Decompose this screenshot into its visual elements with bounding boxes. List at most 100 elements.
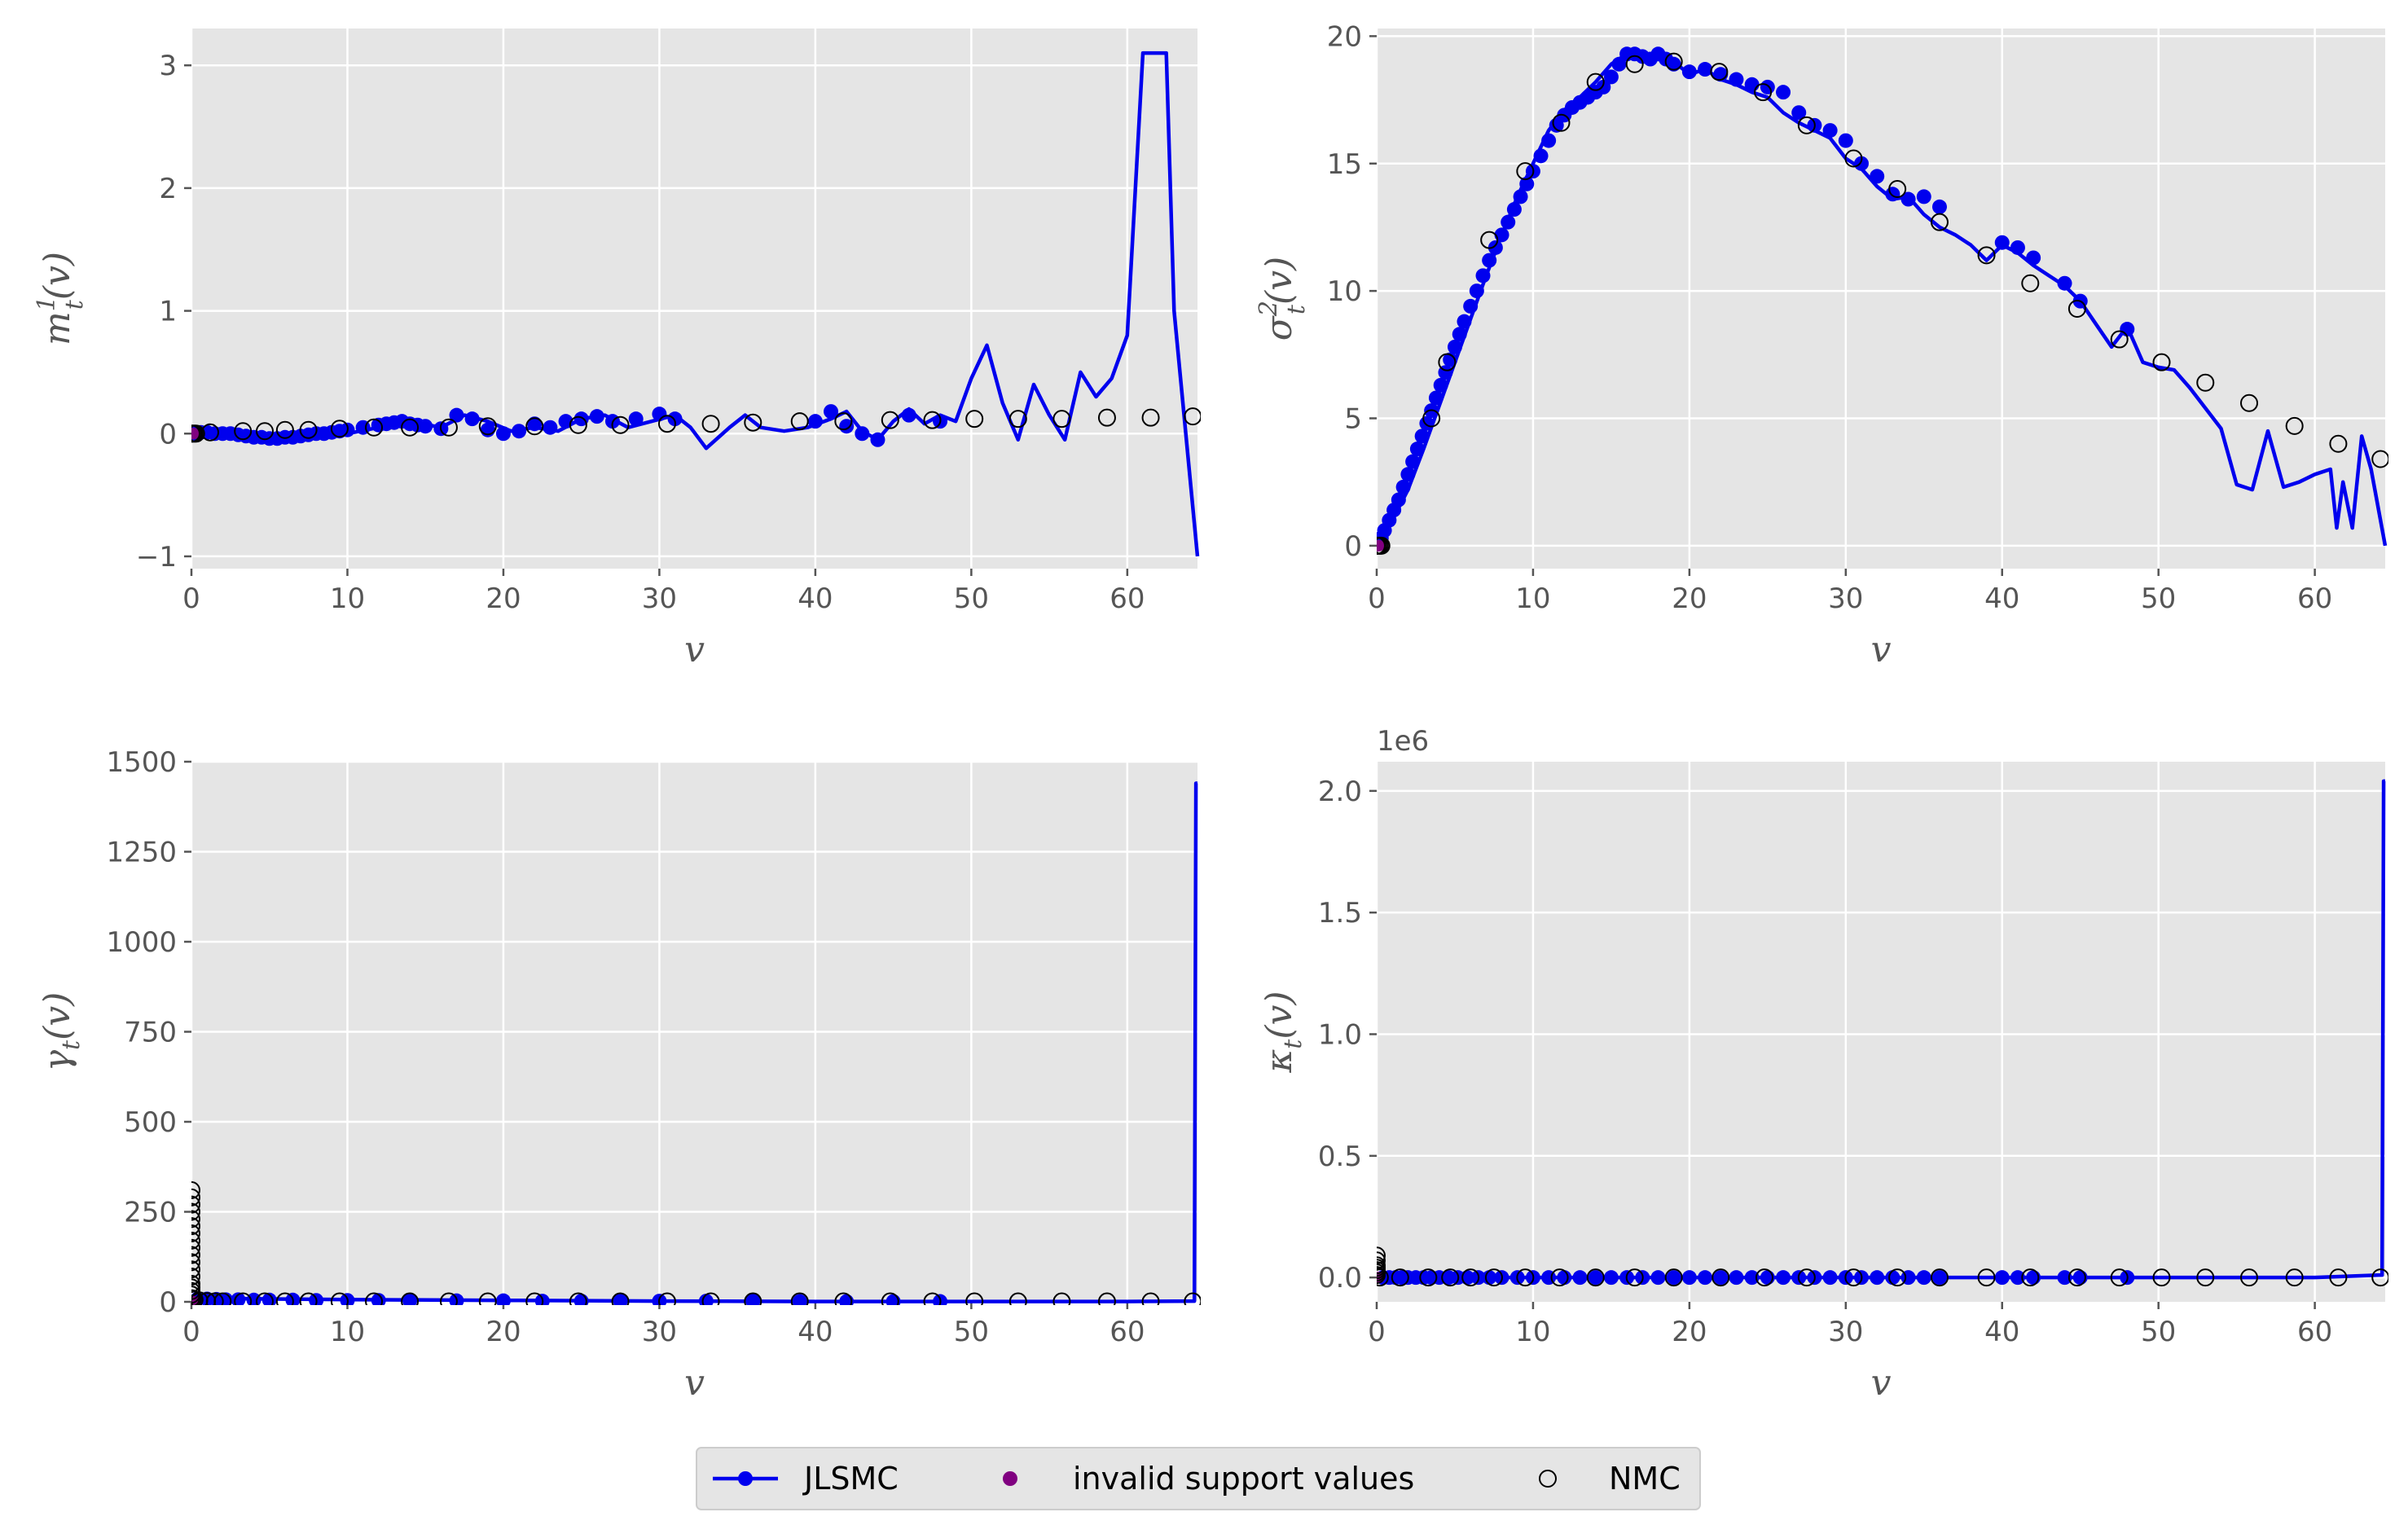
nmc-point (834, 1292, 853, 1305)
jlsmc-marker (628, 411, 644, 427)
jlsmc-marker (402, 1293, 418, 1305)
nmc-point (1625, 55, 1644, 73)
nmc-point (191, 424, 205, 443)
y-tick-label: 250 (124, 1197, 177, 1229)
nmc-point (191, 1290, 204, 1305)
jlsmc-marker (218, 1292, 234, 1305)
jlsmc-marker (1482, 1270, 1497, 1286)
x-tick-label: 10 (330, 1316, 365, 1348)
nmc-point (1422, 409, 1441, 428)
x-tick-label: 20 (486, 1316, 521, 1348)
jlsmc-marker (1931, 199, 1947, 214)
jlsmc-marker (1463, 298, 1479, 314)
nmc-point (478, 417, 497, 436)
nmc-point (1664, 1268, 1683, 1287)
nmc-point (255, 1292, 274, 1305)
plot-area (191, 29, 1197, 569)
nmc-point (191, 1260, 200, 1279)
nmc-point (330, 420, 349, 438)
y-tick-label: 1500 (106, 746, 177, 779)
y-axis-label: κt(v) (1259, 991, 1307, 1073)
nmc-point (744, 413, 762, 432)
jlsmc-marker (1900, 191, 1916, 207)
nmc-point (1461, 1268, 1480, 1287)
plot-marks (1377, 779, 2388, 1287)
jlsmc-marker (1776, 85, 1791, 100)
x-tick-label: 50 (2141, 582, 2176, 615)
jlsmc-marker (1698, 1270, 1713, 1286)
jlsmc-marker (1994, 235, 2010, 250)
jlsmc-marker (1519, 176, 1535, 191)
nmc-point (401, 1292, 420, 1305)
jlsmc-marker (1885, 1270, 1900, 1286)
nmc-point (1930, 1268, 1949, 1287)
nmc-point (1052, 1292, 1071, 1305)
jlsmc-marker (1447, 339, 1462, 354)
jlsmc-marker (1870, 169, 1885, 184)
jlsmc-marker (667, 411, 683, 427)
nmc-point (330, 1292, 349, 1305)
jlsmc-marker (792, 1294, 807, 1305)
jlsmc-marker (1729, 1270, 1744, 1286)
nmc-point (1480, 231, 1499, 249)
nmc-point (1377, 536, 1391, 555)
jlsmc-marker (824, 404, 839, 420)
invalid-support-point (191, 428, 200, 440)
y-axis-label: σ2t(v) (1255, 257, 1311, 341)
nmc-point (525, 1292, 544, 1305)
nmc-point (1586, 73, 1605, 91)
nmc-point (881, 1292, 899, 1305)
jlsmc-marker (1760, 79, 1775, 95)
y-tick-label: 20 (1327, 20, 1362, 53)
jlsmc-marker (589, 409, 604, 424)
nmc-point (1377, 1268, 1389, 1287)
nmc-point (1797, 1268, 1816, 1287)
nmc-point (790, 1292, 809, 1305)
y-axis-label: γt(v) (37, 992, 86, 1072)
x-tick-label: 40 (798, 582, 833, 615)
legend-jlsmc-marker (738, 1471, 753, 1486)
nmc-point (790, 412, 809, 431)
x-axis-label: v (684, 629, 705, 670)
jlsmc-marker (1433, 377, 1448, 393)
nmc-point (701, 415, 720, 433)
jlsmc-marker (512, 424, 527, 439)
legend-label: JLSMC (802, 1461, 899, 1497)
jlsmc-marker (901, 407, 916, 423)
jlsmc-marker (1414, 429, 1430, 444)
jlsmc-marker (1541, 133, 1557, 148)
jlsmc-marker (495, 426, 511, 442)
jlsmc-marker (1391, 492, 1406, 508)
y-tick-label: 2 (159, 173, 177, 205)
nmc-point (2329, 434, 2348, 453)
x-tick-label: 0 (182, 1316, 200, 1348)
x-tick-label: 20 (486, 582, 521, 615)
nmc-point (1097, 408, 1116, 427)
jlsmc-marker (1870, 1270, 1885, 1286)
gridlines (190, 760, 1197, 1303)
jlsmc-marker (543, 420, 558, 435)
nmc-point (611, 415, 630, 434)
jlsmc-marker (807, 414, 823, 429)
nmc-point (1888, 180, 1907, 199)
nmc-point (191, 1290, 202, 1305)
nmc-point (2110, 330, 2129, 349)
legend-item: JLSMC (713, 1461, 899, 1497)
x-tick-label: 0 (1368, 1316, 1386, 1348)
nmc-point (1977, 1268, 1996, 1287)
x-tick-label: 50 (954, 582, 989, 615)
nmc-point (365, 1292, 384, 1305)
nmc-point (191, 1202, 200, 1221)
jlsmc-marker (1931, 1270, 1947, 1286)
legend-item: NMC (1539, 1461, 1681, 1497)
jlsmc-marker (1419, 415, 1435, 431)
jlsmc-marker (1916, 1270, 1931, 1286)
jlsmc-marker (2010, 1270, 2025, 1286)
x-tick-label: 60 (1110, 1316, 1145, 1348)
nmc-point (1141, 408, 1160, 427)
nmc-point (401, 418, 420, 437)
subplot-bottom-right: 0 10 20 30 40 50 60 0.0 0.5 1.0 1.5 2.0 1e6 v κt(v) (1259, 725, 2388, 1404)
nmc-point (923, 1292, 942, 1305)
jlsmc-marker (698, 1294, 714, 1305)
